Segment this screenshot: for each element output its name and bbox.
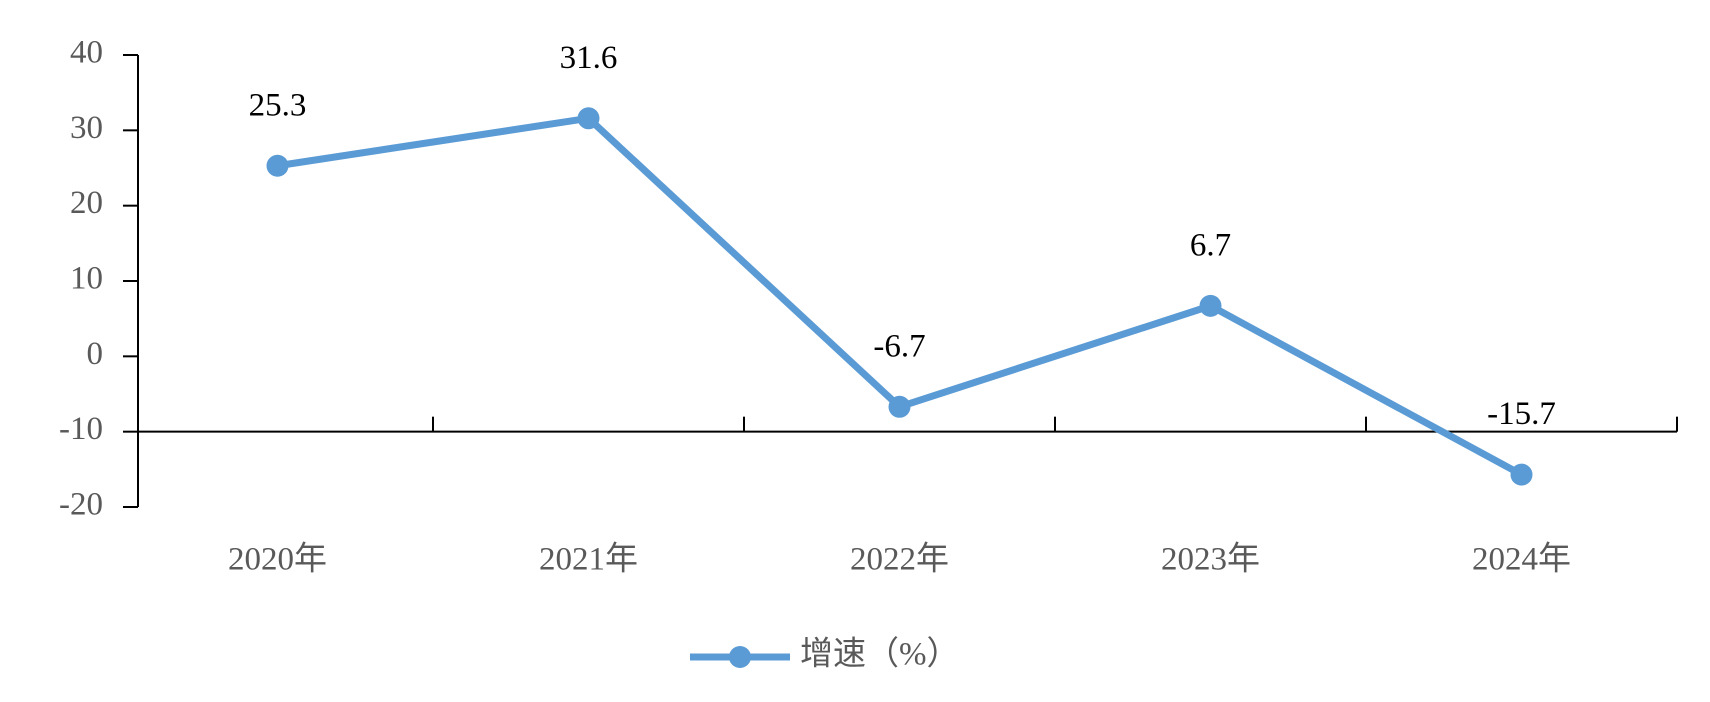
x-tick-label: 2023年	[1161, 541, 1260, 578]
legend-marker	[729, 646, 751, 668]
y-tick-label: -10	[59, 411, 103, 447]
series-line	[276, 114, 1524, 478]
data-label: 25.3	[249, 87, 307, 123]
y-tick-label: 40	[70, 35, 103, 71]
x-tick-label: 2024年	[1472, 541, 1571, 578]
data-label: -15.7	[1487, 396, 1556, 432]
y-tick-label: 0	[87, 336, 104, 372]
data-point	[266, 154, 289, 177]
y-tick-label: 10	[70, 261, 103, 297]
legend-label: 增速（%）	[800, 636, 960, 673]
data-point	[888, 395, 911, 418]
y-tick-label: 20	[70, 185, 103, 221]
data-point	[577, 107, 600, 130]
x-tick-label: 2022年	[850, 541, 949, 578]
data-point	[1510, 463, 1533, 486]
data-label: 6.7	[1190, 227, 1231, 263]
data-label: 31.6	[560, 40, 618, 76]
x-tick-label: 2021年	[539, 541, 638, 578]
y-tick-label: -20	[59, 487, 103, 523]
x-tick-label: 2020年	[228, 541, 327, 578]
data-label: -6.7	[873, 328, 925, 364]
data-point	[1199, 294, 1222, 317]
y-tick-label: 30	[70, 110, 103, 146]
